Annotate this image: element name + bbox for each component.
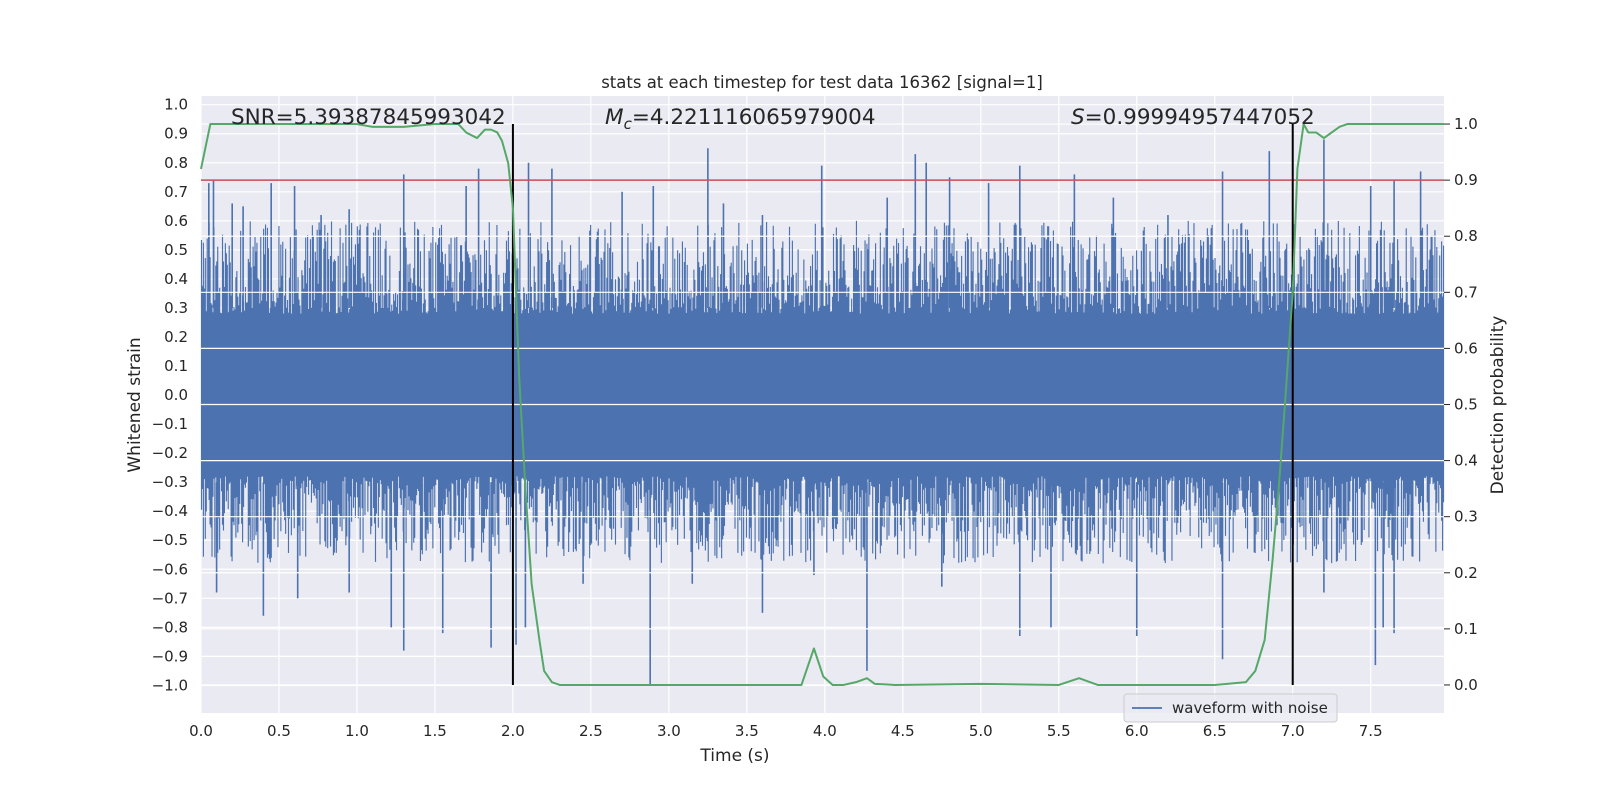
x-tick-label: 4.5 (891, 722, 915, 740)
x-tick-label: 5.0 (969, 722, 993, 740)
x-tick-label: 7.5 (1359, 722, 1383, 740)
y-left-tick-label: 0.4 (164, 270, 188, 288)
score-symbol: S (1071, 105, 1085, 130)
x-tick-label: 1.5 (423, 722, 447, 740)
x-tick-label: 2.5 (579, 722, 603, 740)
chirp-mass-value: =4.221116065979004 (632, 105, 876, 130)
legend: waveform with noise (1123, 693, 1338, 723)
x-tick-label: 7.0 (1281, 722, 1305, 740)
waveform-series (200, 139, 1445, 686)
y-right-tick-label: 1.0 (1454, 115, 1478, 133)
x-tick-label: 1.0 (345, 722, 369, 740)
y-left-tick-label: 0.6 (164, 212, 188, 230)
y-left-tick-label: 0.3 (164, 299, 188, 317)
y-left-tick-label: −0.1 (152, 415, 188, 433)
snr-annotation: SNR=5.39387845993042 (231, 105, 506, 130)
y-right-tick-label: 0.3 (1454, 508, 1478, 526)
y-right-tick-label: 0.8 (1454, 227, 1478, 245)
y-right-tick-label: 0.0 (1454, 676, 1478, 694)
y-left-tick-label: 1.0 (164, 96, 188, 114)
y-left-tick-label: −0.9 (152, 647, 188, 665)
chart-title: stats at each timestep for test data 163… (601, 73, 1043, 92)
x-axis-label: Time (s) (699, 746, 769, 766)
x-tick-label: 3.5 (735, 722, 759, 740)
x-tick-label: 0.5 (267, 722, 291, 740)
y-left-tick-label: −0.4 (152, 502, 188, 520)
y-left-tick-label: −0.3 (152, 473, 188, 491)
tick-labels: 0.0 0.5 1.0 1.5 2.0 2.5 3.0 3.5 4.0 4.5 5.0 5.5 6.0 6… (152, 96, 1478, 740)
y-left-tick-label: 0.5 (164, 241, 188, 259)
legend-label-waveform: waveform with noise (1172, 699, 1328, 717)
y-axis-label-left: Whitened strain (125, 337, 145, 472)
y-left-tick-label: −0.6 (152, 560, 188, 578)
overlay-lines (201, 123, 1444, 686)
y-left-tick-label: −0.8 (152, 618, 188, 636)
y-right-tick-label: 0.9 (1454, 171, 1478, 189)
waveform-core (201, 316, 1444, 474)
chirp-mass-subscript: c (624, 115, 633, 133)
x-tick-label: 6.0 (1125, 722, 1149, 740)
y-right-tick-label: 0.1 (1454, 620, 1478, 638)
y-left-tick-label: −0.5 (152, 531, 188, 549)
y-left-tick-label: −1.0 (152, 676, 188, 694)
y-left-tick-label: 0.7 (164, 183, 188, 201)
y-right-tick-label: 0.2 (1454, 564, 1478, 582)
y-right-tick-label: 0.5 (1454, 396, 1478, 414)
chirp-mass-annotation: Mc=4.221116065979004 (605, 105, 876, 133)
x-tick-label: 5.5 (1047, 722, 1071, 740)
y-left-tick-label: 0.2 (164, 328, 188, 346)
x-tick-label: 6.5 (1203, 722, 1227, 740)
y-left-tick-label: 0.0 (164, 386, 188, 404)
y-left-tick-label: −0.2 (152, 444, 188, 462)
score-annotation: S=0.99994957447052 (1071, 105, 1315, 130)
x-tick-label: 3.0 (657, 722, 681, 740)
y-right-tick-label: 0.4 (1454, 452, 1478, 470)
x-tick-label: 2.0 (501, 722, 525, 740)
y-left-tick-label: −0.7 (152, 589, 188, 607)
y-right-tick-label: 0.6 (1454, 339, 1478, 357)
y-axis-label-right: Detection probability (1488, 316, 1508, 495)
probability-series (200, 123, 1444, 686)
probability-line (200, 123, 1444, 686)
x-tick-label: 0.0 (189, 722, 213, 740)
legend-box (1123, 693, 1338, 723)
y-right-tick-label: 0.7 (1454, 283, 1478, 301)
y-left-tick-label: 0.9 (164, 125, 188, 143)
y-left-tick-label: 0.1 (164, 357, 188, 375)
chirp-mass-symbol: M (605, 105, 624, 130)
x-tick-label: 4.0 (813, 722, 837, 740)
score-value: =0.99994957447052 (1085, 105, 1315, 130)
y-left-tick-label: 0.8 (164, 154, 188, 172)
